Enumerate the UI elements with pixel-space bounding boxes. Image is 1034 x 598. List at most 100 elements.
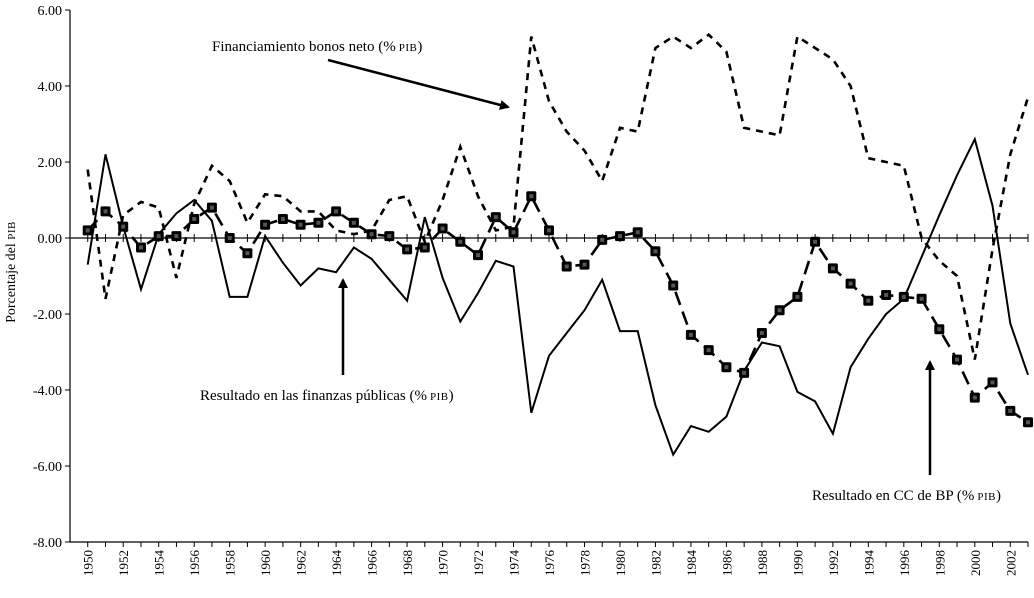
- series-point-inner-cc_bp: [990, 380, 995, 385]
- series-point-inner-cc_bp: [85, 228, 90, 233]
- series-point-inner-cc_bp: [759, 331, 764, 335]
- annotation-bonos-suffix: PIB: [399, 42, 418, 54]
- x-tick-label: 1986: [719, 550, 734, 577]
- series-point-inner-cc_bp: [156, 234, 161, 239]
- series-line-finanzas: [86, 136, 1029, 457]
- series-point-inner-cc_bp: [209, 205, 214, 210]
- y-tick-label: -8.00: [33, 536, 62, 551]
- series-point-inner-cc_bp: [848, 281, 853, 286]
- x-tick-label: 1970: [436, 550, 451, 576]
- svg-text:Porcentaje del PIB: Porcentaje del PIB: [4, 221, 19, 323]
- x-tick-label: 1960: [258, 550, 273, 576]
- series-point-inner-cc_bp: [422, 245, 427, 250]
- x-tick-label: 1968: [400, 550, 415, 576]
- x-tick-label: 1956: [187, 550, 202, 577]
- x-tick-label: 1976: [542, 550, 557, 577]
- x-tick-label: 1998: [932, 550, 947, 576]
- y-tick-label: -4.00: [33, 384, 62, 399]
- series-point-inner-cc_bp: [671, 283, 676, 288]
- series-point-inner-cc_bp: [1008, 408, 1013, 413]
- annotation-finanzas-text: Resultado en las finanzas públicas (%: [200, 388, 427, 404]
- y-tick-label: 4.00: [38, 80, 63, 95]
- series-point-inner-cc_bp: [653, 249, 658, 254]
- series-point-inner-cc_bp: [440, 226, 445, 231]
- series-point-inner-cc_bp: [139, 245, 143, 250]
- series-point-inner-cc_bp: [458, 239, 463, 244]
- annotation-bonos: Financiamiento bonos neto (% PIB): [212, 39, 422, 55]
- y-tick-label: 6.00: [38, 4, 63, 19]
- series-point-inner-cc_bp: [777, 308, 782, 313]
- annotation-finanzas: Resultado en las finanzas públicas (% PIB…: [200, 388, 454, 404]
- annotation-cc-text: Resultado en CC de BP (%: [812, 488, 974, 504]
- x-tick-label: 2000: [968, 550, 983, 576]
- x-tick-label: 1982: [648, 550, 663, 576]
- series-point-inner-cc_bp: [192, 217, 197, 221]
- x-tick-label: 1952: [116, 550, 131, 576]
- series-point-inner-cc_bp: [263, 222, 268, 227]
- series-point-inner-cc_bp: [174, 234, 179, 239]
- series-point-inner-cc_bp: [688, 332, 693, 337]
- series-line-bonos: [86, 32, 1030, 360]
- x-tick-label: 1962: [294, 550, 309, 576]
- x-tick-label: 1964: [329, 550, 344, 577]
- series-point-inner-cc_bp: [795, 294, 800, 299]
- series-point-inner-cc_bp: [564, 264, 569, 269]
- y-tick-label: -6.00: [33, 460, 62, 475]
- series-point-inner-cc_bp: [884, 293, 889, 297]
- annotation-finanzas-suffix: PIB: [430, 391, 449, 403]
- annotation-layer: Financiamiento bonos neto (% PIB) Resulta…: [200, 39, 1001, 504]
- x-tick-label: 1958: [223, 550, 238, 576]
- series-point-inner-cc_bp: [830, 266, 835, 271]
- series-point-inner-cc_bp: [547, 228, 551, 233]
- series-point-inner-cc_bp: [298, 222, 303, 227]
- x-ticks: 1950 1952 1954 1956 1958 1960 1962 1964 1966 1968…: [81, 234, 1029, 577]
- annotation-bonos-text: Financiamiento bonos neto (%: [212, 39, 396, 55]
- series-point-inner-cc_bp: [476, 253, 480, 258]
- x-tick-label: 1954: [152, 550, 167, 577]
- series-point-inner-cc_bp: [280, 217, 285, 221]
- annotation-cc-close: ): [996, 488, 1001, 504]
- series-point-inner-cc_bp: [618, 234, 622, 239]
- series-point-inner-cc_bp: [742, 370, 747, 375]
- x-tick-label: 1990: [790, 550, 805, 576]
- x-tick-label: 1966: [365, 550, 380, 577]
- series-point-inner-cc_bp: [1026, 420, 1030, 425]
- annotation-bonos-close: ): [417, 39, 422, 55]
- series-point-inner-cc_bp: [937, 327, 942, 332]
- axes: [69, 10, 1028, 543]
- series-point-inner-cc_bp: [724, 365, 729, 370]
- x-tick-label: 2002: [1003, 550, 1018, 576]
- x-tick-label: 1988: [755, 550, 770, 576]
- series-point-inner-cc_bp: [919, 296, 924, 301]
- x-tick-label: 1992: [826, 550, 841, 576]
- series-point-inner-cc_bp: [227, 236, 232, 240]
- annotation-cc-suffix: PIB: [977, 491, 996, 503]
- series-point-inner-cc_bp: [351, 220, 356, 225]
- y-axis-label-caps: PIB: [6, 221, 18, 240]
- series-point-inner-cc_bp: [387, 234, 392, 239]
- y-tick-label: -2.00: [33, 308, 62, 323]
- series-point-inner-cc_bp: [405, 247, 410, 252]
- x-tick-label: 1974: [507, 550, 522, 577]
- series-point-inner-cc_bp: [245, 251, 250, 256]
- series-point-inner-cc_bp: [316, 220, 321, 225]
- series-point-inner-cc_bp: [635, 230, 640, 235]
- annotation-cc: Resultado en CC de BP (% PIB): [812, 488, 1001, 504]
- y-tick-label: 2.00: [38, 156, 63, 171]
- series-layer: [82, 32, 1033, 457]
- series-point-inner-cc_bp: [706, 348, 711, 353]
- series-point-inner-cc_bp: [369, 232, 374, 237]
- x-tick-label: 1996: [897, 550, 912, 577]
- series-point-inner-cc_bp: [334, 209, 339, 214]
- x-tick-label: 1978: [577, 550, 592, 576]
- y-ticks: 6.00 4.00 2.00 0.00 -2.00 -4.00 -6.00 -8.00: [33, 4, 70, 551]
- series-point-inner-cc_bp: [600, 237, 605, 242]
- series-point-inner-cc_bp: [955, 357, 959, 362]
- y-tick-label: 0.00: [38, 232, 63, 247]
- series-point-inner-cc_bp: [103, 209, 108, 214]
- series-point-inner-cc_bp: [121, 224, 126, 229]
- x-tick-label: 1950: [81, 550, 96, 576]
- arrow-bonos: [327, 58, 510, 110]
- series-point-inner-cc_bp: [529, 194, 534, 199]
